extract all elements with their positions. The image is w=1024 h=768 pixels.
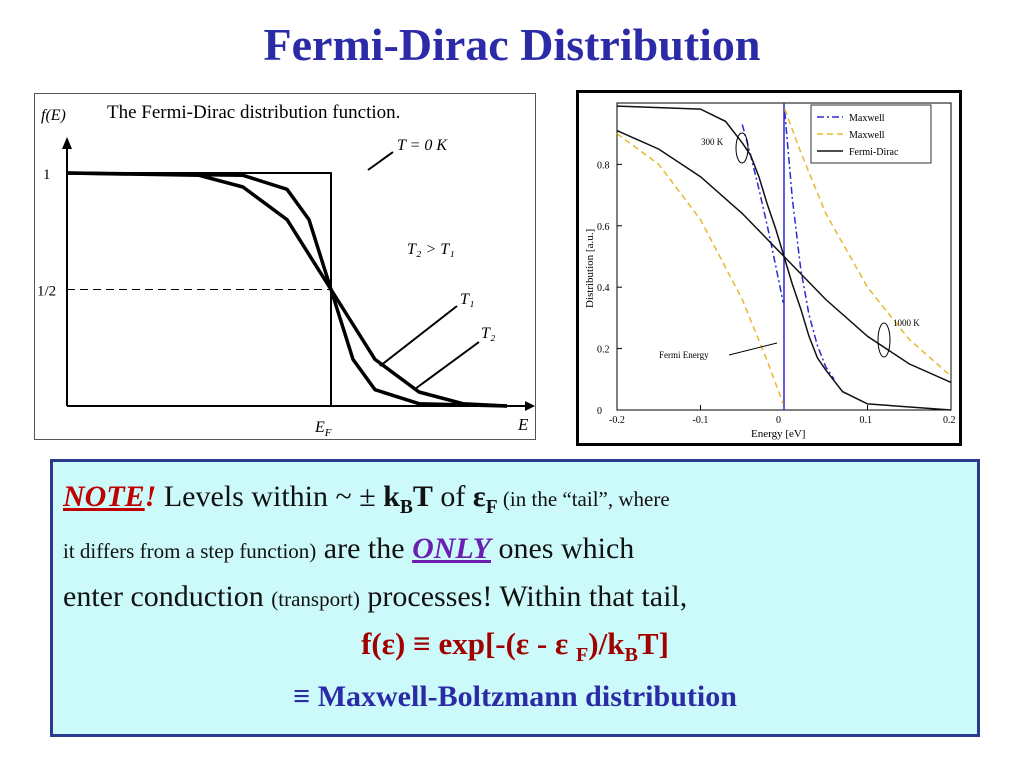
note-text: processes! Within that tail, — [359, 580, 688, 613]
equation-subscript: B — [624, 644, 638, 667]
t-symbol: T — [412, 480, 433, 513]
note-line-3: enter conduction (transport) processes! … — [63, 580, 987, 614]
annotation-arrow — [728, 342, 778, 356]
annotation-label: Fermi Energy — [659, 350, 709, 360]
series-line-1 — [784, 112, 835, 380]
annotation-label: T₂ — [481, 325, 496, 342]
y-tick-label: 0.4 — [597, 283, 610, 294]
x-tick-label: -0.1 — [693, 415, 709, 426]
x-tick-label: -0.2 — [609, 415, 625, 426]
x-tick-label: 0.2 — [943, 415, 956, 426]
chart-title: The Fermi-Dirac distribution function. — [107, 102, 400, 123]
annotation-arrow — [379, 305, 458, 367]
note-label: NOTE — [63, 480, 145, 513]
annotation-arrow — [367, 151, 394, 171]
y-tick-label: 0.8 — [597, 160, 610, 171]
x-tick-label: 0.1 — [860, 415, 873, 426]
note-text-small: (in the “tail” — [497, 487, 608, 511]
maxwell-vs-fermi-dirac-chart: -0.2 -0.1 0 0.1 0.2 0 0.2 0.4 0.6 0.8 Energy [eV] D… — [576, 90, 962, 446]
series-line-2 — [784, 108, 952, 377]
maxwell-boltzmann-label: ≡ Maxwell-Boltzmann distribution — [293, 680, 737, 713]
x-tick-label: 0 — [776, 415, 781, 426]
y-axis-label: f(E) — [41, 107, 66, 124]
series-line-3 — [66, 171, 508, 408]
annotation-ellipse — [877, 322, 891, 358]
note-text-small: (transport) — [271, 587, 360, 611]
epsilon-symbol: ε — [472, 480, 486, 513]
y-tick-label: 0 — [597, 406, 602, 417]
y-tick-label: 1 — [43, 167, 51, 183]
x-tick-label: EF — [314, 419, 332, 439]
note-text: ones which — [490, 532, 635, 565]
annotation-label: T = 0 K — [397, 137, 448, 154]
annotation-label: 1000 K — [893, 318, 920, 328]
note-text: are the — [316, 532, 413, 565]
series-line-1 — [741, 124, 784, 303]
legend-label: Fermi-Dirac — [849, 147, 899, 158]
note-line-2: it differs from a step function) are the… — [63, 532, 987, 566]
boltzmann-equation: f(ε) ≡ exp[-(ε - ε F)/kBT] — [53, 626, 977, 667]
y-tick-label: 0.2 — [597, 345, 610, 356]
series-line-2 — [616, 133, 784, 405]
y-tick-label: 0.6 — [597, 222, 610, 233]
x-axis-label: E — [517, 415, 529, 434]
slide-title: Fermi-Dirac Distribution — [263, 19, 761, 70]
note-text-small: , where — [607, 487, 670, 511]
maxwell-vs-fermi-dirac-svg: -0.2 -0.1 0 0.1 0.2 0 0.2 0.4 0.6 0.8 Energy [eV] D… — [584, 102, 956, 440]
legend-label: Maxwell — [849, 113, 885, 124]
note-text: of — [432, 480, 473, 513]
kb-subscript: B — [399, 497, 413, 518]
equation-part: )/k — [588, 626, 625, 661]
x-axis-arrow — [525, 401, 535, 411]
equation-subscript: F — [575, 644, 589, 667]
annotation-arrow — [414, 341, 480, 390]
note-text: enter conduction — [63, 580, 272, 613]
fermi-dirac-schematic-chart: The Fermi-Dirac distribution function. f… — [34, 93, 536, 440]
annotation-label: T₂ > T₁ — [407, 241, 455, 258]
annotation-ellipse — [735, 132, 749, 164]
note-line-1: NOTE! Levels within ~ ± kBT of εF (in th… — [63, 480, 987, 519]
y-axis-arrow — [62, 137, 72, 149]
annotation-label: T₁ — [460, 291, 474, 308]
note-box: NOTE! Levels within ~ ± kBT of εF (in th… — [50, 459, 980, 737]
epsilon-subscript: F — [485, 497, 498, 518]
x-axis-label: Energy [eV] — [751, 428, 805, 440]
only-emphasis: ONLY — [412, 532, 491, 565]
equation-part: T] — [637, 626, 669, 661]
annotation-label: 300 K — [701, 137, 724, 147]
note-exclamation: ! — [144, 480, 157, 513]
fermi-dirac-schematic-svg: The Fermi-Dirac distribution function. f… — [37, 102, 535, 439]
y-axis-label: Distribution [a.u.] — [584, 229, 596, 308]
kb-symbol: k — [383, 480, 400, 513]
equation-part: f(ε) ≡ exp[-(ε - ε — [361, 626, 576, 661]
series-line-4 — [616, 129, 952, 384]
y-tick-label: 1/2 — [37, 284, 56, 300]
note-text: Levels within ~ ± — [163, 480, 384, 513]
note-text-small: it differs from a step function) — [63, 539, 317, 563]
legend-label: Maxwell — [849, 130, 885, 141]
